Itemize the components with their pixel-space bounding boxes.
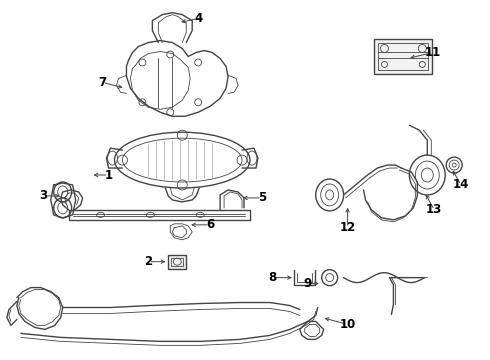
Text: 9: 9 (304, 277, 312, 290)
Bar (172, 258, 183, 266)
Text: 12: 12 (340, 221, 356, 234)
Text: 4: 4 (194, 12, 202, 25)
Text: 1: 1 (104, 168, 113, 181)
Text: 11: 11 (425, 46, 441, 59)
Bar (378, 42, 428, 71)
Text: 8: 8 (268, 271, 276, 284)
Text: 13: 13 (426, 203, 442, 216)
Bar (168, 255, 186, 269)
Bar (374, 39, 432, 75)
Text: 6: 6 (206, 218, 214, 231)
Text: 14: 14 (453, 179, 469, 192)
Text: 3: 3 (39, 189, 47, 202)
Text: 10: 10 (340, 318, 356, 331)
Text: 7: 7 (98, 76, 107, 89)
Text: 5: 5 (258, 192, 266, 204)
Text: 2: 2 (145, 255, 152, 268)
